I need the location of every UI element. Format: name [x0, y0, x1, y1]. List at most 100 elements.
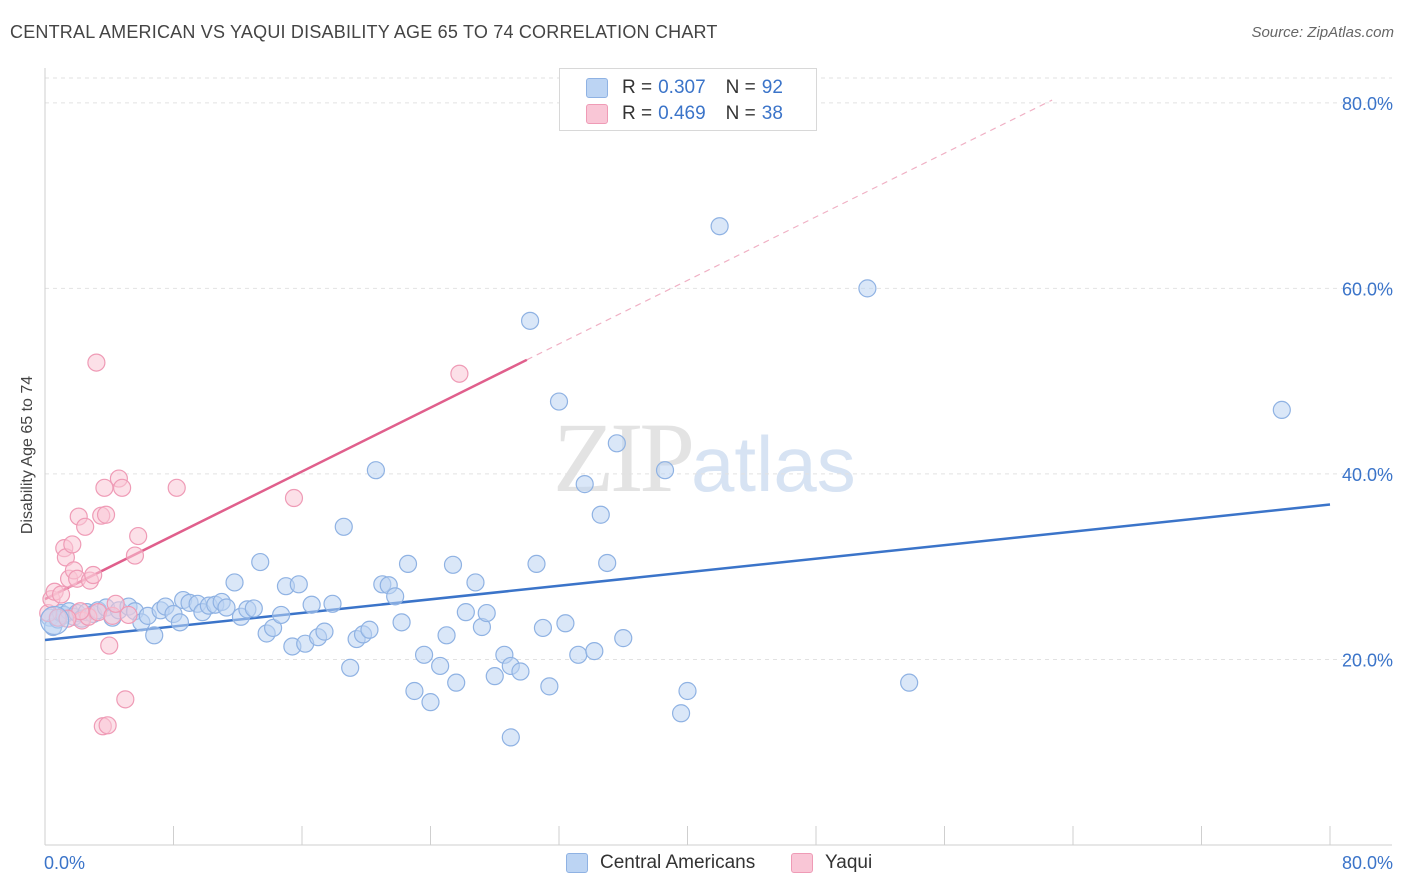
point-central-americans	[678, 681, 697, 701]
point-yaqui	[450, 364, 469, 383]
legend-n-value: 38	[761, 103, 783, 124]
point-yaqui	[98, 716, 117, 735]
point-central-americans	[456, 603, 475, 622]
point-central-americans-cluster	[40, 605, 70, 636]
point-central-americans	[170, 613, 190, 632]
point-yaqui	[87, 353, 106, 372]
trend-yaqui-extension	[526, 99, 1053, 361]
trend-yaqui	[44, 358, 528, 601]
point-yaqui	[106, 594, 125, 613]
point-central-americans	[710, 217, 729, 236]
bottom-legend-central-americans: Central Americans	[566, 852, 755, 874]
legend-r-label: R =	[622, 77, 653, 98]
point-central-americans	[900, 673, 919, 692]
point-yaqui	[84, 565, 103, 585]
point-yaqui	[284, 488, 304, 508]
point-central-americans	[421, 693, 440, 712]
point-central-americans	[607, 434, 626, 453]
point-yaqui	[125, 546, 145, 565]
x-tick-label-max: 80.0%	[1342, 853, 1393, 873]
point-central-americans	[341, 658, 360, 677]
point-central-americans	[858, 279, 877, 298]
point-central-americans	[225, 573, 244, 592]
point-central-americans	[671, 704, 691, 723]
legend-swatch-pink	[586, 104, 608, 124]
bottom-legend-label: Yaqui	[825, 852, 873, 873]
y-tick-label: 60.0%	[1342, 279, 1393, 299]
bottom-legend: Central Americans Yaqui	[0, 852, 1406, 878]
watermark-atlas: atlas	[691, 420, 856, 508]
point-yaqui	[63, 535, 82, 554]
point-central-americans	[366, 461, 385, 480]
point-yaqui	[96, 505, 116, 524]
point-central-americans	[405, 681, 424, 701]
trend-central-americans	[44, 503, 1331, 642]
point-central-americans	[466, 573, 485, 592]
point-central-americans	[520, 311, 540, 330]
legend-r-label: R =	[622, 103, 653, 124]
point-central-americans	[575, 475, 594, 494]
point-yaqui	[119, 605, 138, 625]
point-central-americans	[323, 594, 342, 613]
legend: R = 0.307 N = 92 R = 0.469 N = 38	[559, 68, 817, 131]
point-central-americans	[511, 662, 530, 681]
y-tick-label: 80.0%	[1342, 94, 1393, 114]
bottom-legend-label: Central Americans	[600, 852, 756, 873]
chart-title: CENTRAL AMERICAN VS YAQUI DISABILITY AGE…	[10, 22, 718, 42]
point-central-americans	[501, 728, 520, 747]
bottom-legend-yaqui: Yaqui	[791, 852, 872, 874]
point-central-americans	[569, 645, 588, 664]
y-tick-label: 20.0%	[1342, 650, 1393, 670]
point-yaqui	[129, 526, 148, 546]
legend-n-value: 92	[761, 77, 783, 98]
point-central-americans	[443, 555, 463, 574]
point-central-americans	[533, 618, 553, 638]
bottom-legend-swatch-blue	[566, 853, 588, 873]
legend-r-value: 0.307	[658, 77, 706, 98]
point-central-americans	[614, 629, 633, 648]
legend-n-label: N =	[725, 77, 756, 98]
point-central-americans	[315, 622, 334, 641]
point-central-americans	[289, 575, 308, 594]
point-central-americans	[598, 553, 617, 573]
point-central-americans	[386, 587, 405, 606]
trend-lines	[44, 99, 1331, 642]
point-central-americans	[527, 554, 546, 574]
watermark-zip: ZIP	[553, 402, 695, 513]
point-central-americans	[437, 626, 456, 645]
point-yaqui	[76, 517, 95, 536]
point-central-americans	[263, 618, 283, 638]
point-central-americans	[447, 673, 466, 692]
point-central-americans	[485, 667, 504, 686]
source-label: Source: ZipAtlas.com	[1251, 24, 1394, 41]
point-yaqui	[95, 478, 114, 497]
legend-row-yaqui: R = 0.469 N = 38	[586, 102, 783, 126]
point-central-americans	[334, 517, 353, 536]
point-yaqui	[116, 690, 135, 709]
point-central-americans	[540, 677, 559, 696]
point-yaqui	[100, 636, 119, 655]
point-central-americans	[145, 626, 164, 645]
grid-lines	[45, 77, 1392, 660]
legend-row-central-americans: R = 0.307 N = 92	[586, 76, 783, 100]
point-central-americans	[398, 554, 418, 574]
data-points	[39, 217, 1291, 747]
point-central-americans	[251, 552, 270, 572]
legend-swatch-blue	[586, 78, 608, 98]
legend-r-value: 0.469	[658, 103, 706, 124]
point-central-americans	[549, 392, 569, 411]
tick-labels: 20.0% 40.0% 60.0% 80.0% 0.0% 80.0%	[44, 94, 1393, 873]
point-central-americans	[414, 645, 434, 664]
point-central-americans	[302, 595, 321, 614]
axes	[44, 68, 1392, 846]
point-yaqui	[51, 585, 71, 604]
point-central-americans	[244, 599, 263, 618]
y-tick-label: 40.0%	[1342, 465, 1393, 485]
point-central-americans	[217, 598, 236, 617]
point-central-americans	[272, 605, 291, 625]
point-yaqui	[167, 478, 186, 497]
point-central-americans	[591, 505, 610, 524]
point-central-americans	[392, 613, 411, 632]
legend-n-label: N =	[725, 103, 756, 124]
